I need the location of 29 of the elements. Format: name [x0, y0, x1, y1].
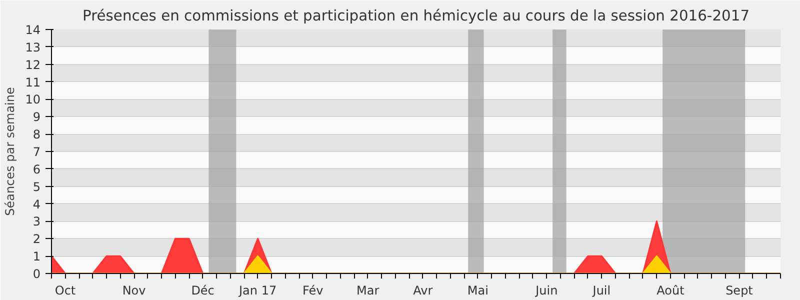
y-tick-label: 4 — [32, 197, 41, 212]
y-tick-label: 2 — [32, 232, 41, 246]
y-tick-label: 9 — [32, 110, 41, 124]
y-tick-label: 11 — [25, 75, 41, 90]
x-tick-label: Sept — [726, 284, 754, 298]
x-tick-label: Mai — [467, 284, 488, 298]
x-tick-label: Août — [656, 284, 685, 298]
x-tick-label: Juin — [534, 284, 558, 298]
chart-title: Présences en commissions et participation en hémicycle au cours de la session 2016-2017 — [82, 8, 750, 24]
x-tick-label: Déc — [191, 284, 214, 298]
y-tick-label: 8 — [32, 128, 41, 142]
x-tick-label: Oct — [54, 284, 76, 298]
x-tick-label: Fév — [302, 284, 324, 298]
x-tick-label: Jan 17 — [238, 284, 277, 298]
y-tick-label: 1 — [32, 250, 41, 264]
y-tick-label: 6 — [32, 162, 41, 176]
x-tick-label: Juil — [592, 284, 611, 298]
y-axis-title: Séances par semaine — [3, 87, 18, 216]
y-tick-label: 12 — [25, 58, 41, 72]
x-tick-label: Avr — [413, 284, 433, 298]
y-tick-label: 10 — [25, 92, 41, 107]
x-tick-label: Mar — [356, 284, 380, 298]
y-tick-label: 3 — [32, 214, 41, 229]
y-tick-label: 7 — [32, 145, 41, 159]
y-tick-label: 5 — [32, 180, 41, 194]
y-tick-label: 14 — [25, 23, 41, 37]
y-tick-label: 0 — [32, 267, 41, 281]
y-tick-label: 13 — [25, 40, 41, 54]
x-tick-label: Nov — [122, 284, 146, 298]
